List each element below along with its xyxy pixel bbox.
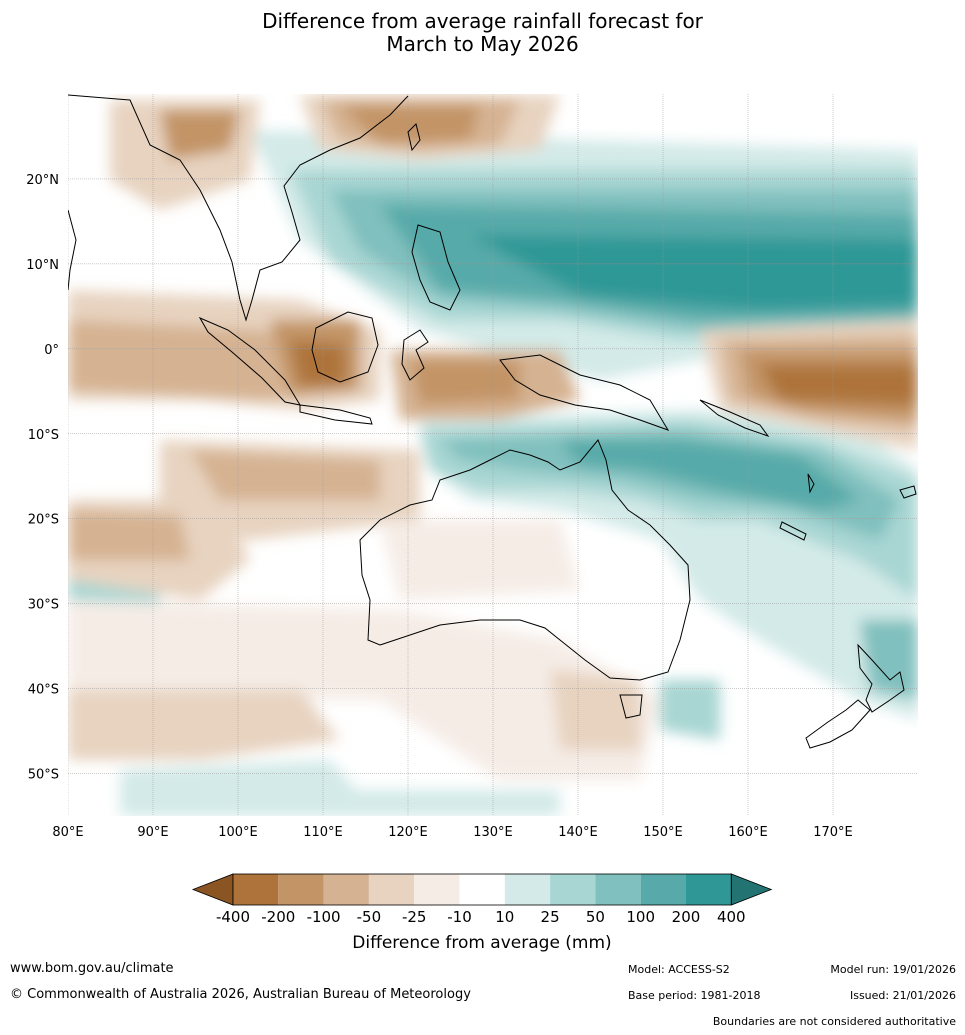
india-coastline bbox=[68, 209, 77, 291]
colorbar-segment bbox=[686, 874, 732, 905]
title-line-1: Difference from average rainfall forecas… bbox=[262, 9, 703, 33]
lon-tick-label: 80°E bbox=[52, 825, 83, 840]
coastlines bbox=[68, 94, 917, 749]
gridlines bbox=[68, 94, 918, 816]
sulawesi-coastline bbox=[401, 329, 429, 381]
colorbar-title: Difference from average (mm) bbox=[352, 933, 611, 953]
colorbar-segment bbox=[459, 874, 505, 905]
copyright-text: © Commonwealth of Australia 2026, Austra… bbox=[10, 987, 471, 1002]
lon-tick-label: 140°E bbox=[558, 825, 598, 840]
new-zealand-south-coastline bbox=[805, 699, 871, 749]
tasmania-coastline bbox=[619, 694, 643, 719]
lat-tick-label: 10°N bbox=[26, 258, 59, 273]
lon-tick-label: 170°E bbox=[813, 825, 853, 840]
colorbar-extend-high bbox=[730, 873, 773, 906]
colorbar-extend-low bbox=[191, 873, 234, 906]
colorbar-segment bbox=[550, 874, 596, 905]
rainfall-anomaly-field bbox=[68, 95, 918, 816]
lon-tick-label: 120°E bbox=[388, 825, 428, 840]
colorbar-tick-label: 10 bbox=[495, 908, 514, 926]
asia-coastline bbox=[68, 94, 409, 322]
lon-tick-label: 100°E bbox=[218, 825, 258, 840]
latitude-labels: 20°N 10°N 0° 10°S 20°S 30°S 40°S 50°S bbox=[26, 173, 59, 783]
colorbar-tick-label: 25 bbox=[541, 908, 560, 926]
new-zealand-north-coastline bbox=[857, 643, 905, 713]
colorbar-tick-label: -10 bbox=[447, 908, 472, 926]
base-period-text: Base period: 1981-2018 bbox=[628, 989, 761, 1002]
philippines-coastline bbox=[411, 224, 461, 311]
lat-tick-label: 50°S bbox=[28, 768, 59, 783]
colorbar-tick-label: -100 bbox=[307, 908, 341, 926]
colorbar-tick-label: -25 bbox=[402, 908, 427, 926]
issued-text: Issued: 21/01/2026 bbox=[849, 989, 956, 1002]
new-guinea-coastline bbox=[499, 354, 670, 431]
australia-coastline bbox=[359, 439, 691, 681]
new-caledonia-coastline bbox=[779, 521, 807, 541]
colorbar-tick-label: 400 bbox=[717, 908, 746, 926]
colorbar-segment bbox=[368, 874, 415, 905]
colorbar: -400 -200 -100 -50 -25 -10 10 25 50 100 200 400 Diff… bbox=[191, 873, 773, 953]
lon-tick-label: 90°E bbox=[137, 825, 168, 840]
colorbar-tick-label: 200 bbox=[672, 908, 701, 926]
model-text: Model: ACCESS-S2 bbox=[628, 963, 730, 976]
sumatra-coastline bbox=[198, 316, 302, 406]
map-panel bbox=[68, 94, 918, 816]
colorbar-tick-label: -200 bbox=[261, 908, 295, 926]
colorbar-segment bbox=[323, 874, 369, 905]
map-title: Difference from average rainfall forecas… bbox=[0, 10, 965, 56]
colorbar-segment bbox=[233, 874, 279, 905]
colorbar-tick-label: -400 bbox=[216, 908, 250, 926]
taiwan-coastline bbox=[407, 123, 421, 152]
lon-tick-label: 110°E bbox=[303, 825, 343, 840]
vanuatu-coastline bbox=[807, 473, 815, 494]
model-run-text: Model run: 19/01/2026 bbox=[830, 963, 956, 976]
colorbar-segment bbox=[640, 874, 686, 905]
colorbar-segment bbox=[278, 874, 324, 905]
lat-tick-label: 40°S bbox=[28, 683, 59, 698]
colorbar-segment bbox=[504, 874, 551, 905]
fiji-coastline bbox=[899, 485, 917, 499]
lat-tick-label: 0° bbox=[44, 343, 59, 358]
disclaimer-text: Boundaries are not considered authoritat… bbox=[712, 1015, 956, 1028]
java-coastline bbox=[299, 404, 373, 425]
longitude-labels: 80°E 90°E 100°E 110°E 120°E 130°E 140°E 150°E 16… bbox=[52, 825, 852, 840]
title-line-2: March to May 2026 bbox=[386, 32, 579, 56]
colorbar-segment bbox=[414, 874, 460, 905]
colorbar-tick-label: 50 bbox=[586, 908, 605, 926]
lat-tick-label: 10°S bbox=[28, 428, 59, 443]
borneo-coastline bbox=[311, 311, 379, 383]
colorbar-outline bbox=[232, 873, 732, 906]
website-text: www.bom.gov.au/climate bbox=[10, 961, 174, 976]
lon-tick-label: 150°E bbox=[643, 825, 683, 840]
lon-tick-label: 160°E bbox=[728, 825, 768, 840]
colorbar-segment bbox=[595, 874, 641, 905]
lat-tick-label: 20°N bbox=[26, 173, 59, 188]
solomon-islands-coastline bbox=[699, 399, 770, 437]
lat-tick-label: 30°S bbox=[28, 598, 59, 613]
colorbar-tick-label: -50 bbox=[357, 908, 382, 926]
colorbar-tick-label: 100 bbox=[626, 908, 655, 926]
lon-tick-label: 130°E bbox=[473, 825, 513, 840]
lat-tick-label: 20°S bbox=[28, 513, 59, 528]
